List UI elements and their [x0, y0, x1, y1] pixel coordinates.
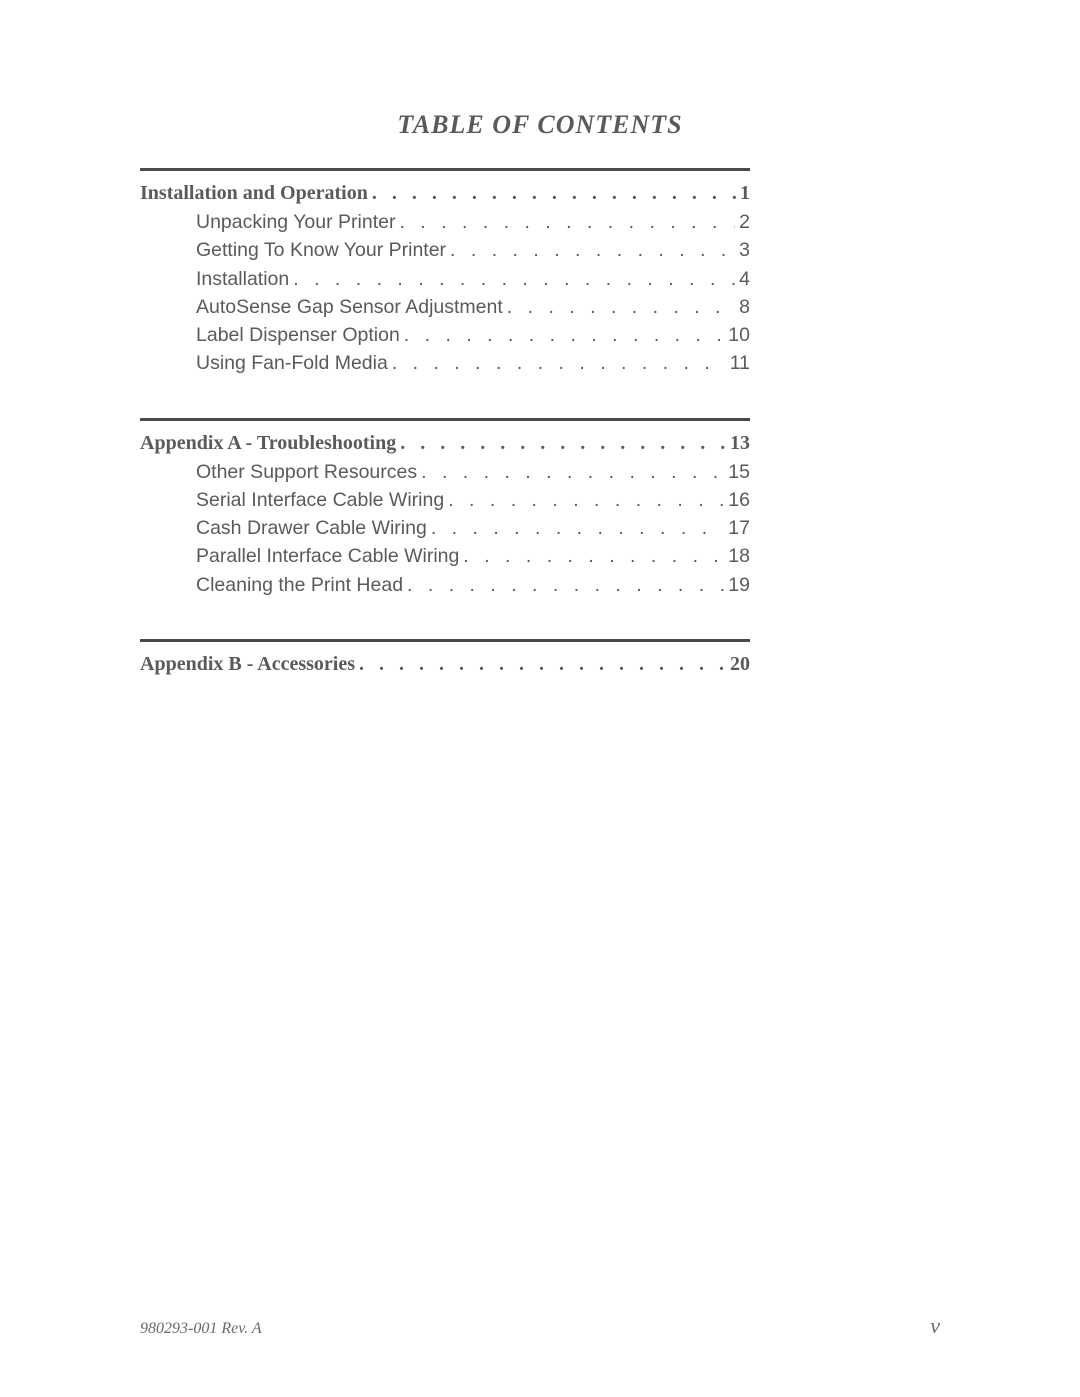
toc-dots: . . . . . . . . . . . . . . . . . . . . …	[503, 293, 735, 321]
footer-page-number: v	[930, 1313, 940, 1339]
toc-sub-row: Cleaning the Print Head . . . . . . . . …	[140, 571, 750, 599]
toc-dots: . . . . . . . . . . . . . . . . . . . . …	[388, 349, 726, 377]
toc-heading-label: Appendix B - Accessories	[140, 650, 355, 679]
toc-sub-row: Label Dispenser Option . . . . . . . . .…	[140, 321, 750, 349]
toc-sub-label: Installation	[196, 265, 289, 293]
toc-content: Installation and Operation . . . . . . .…	[140, 168, 750, 679]
toc-sub-label: Cash Drawer Cable Wiring	[196, 514, 427, 542]
toc-sub-row: Other Support Resources . . . . . . . . …	[140, 458, 750, 486]
toc-sub-page: 2	[735, 208, 750, 236]
toc-sub-page: 4	[735, 265, 750, 293]
toc-dots: . . . . . . . . . . . . . . . . . . . . …	[417, 458, 724, 486]
toc-sub-label: Other Support Resources	[196, 458, 417, 486]
toc-dots: . . . . . . . . . . . . . . . . . . . . …	[289, 265, 735, 293]
toc-sub-label: Parallel Interface Cable Wiring	[196, 542, 459, 570]
footer-doc-id: 980293-001 Rev. A	[140, 1320, 262, 1338]
toc-sub-label: Serial Interface Cable Wiring	[196, 486, 444, 514]
toc-sub-page: 3	[735, 236, 750, 264]
toc-sub-row: Getting To Know Your Printer . . . . . .…	[140, 236, 750, 264]
toc-dots: . . . . . . . . . . . . . . . . . . . . …	[355, 650, 726, 679]
toc-dots: . . . . . . . . . . . . . . . . . . . . …	[400, 321, 725, 349]
toc-sub-label: Unpacking Your Printer	[196, 208, 395, 236]
toc-sub-page: 10	[724, 321, 750, 349]
toc-sub-row: Parallel Interface Cable Wiring . . . . …	[140, 542, 750, 570]
toc-dots: . . . . . . . . . . . . . . . . . . . . …	[444, 486, 724, 514]
page-container: TABLE OF CONTENTS Installation and Opera…	[0, 0, 1080, 679]
toc-heading-page: 1	[736, 179, 750, 208]
toc-sub-row: Cash Drawer Cable Wiring . . . . . . . .…	[140, 514, 750, 542]
toc-dots: . . . . . . . . . . . . . . . . . . . . …	[459, 542, 724, 570]
toc-heading-row: Appendix A - Troubleshooting . . . . . .…	[140, 429, 750, 458]
toc-dots: . . . . . . . . . . . . . . . . . . . . …	[368, 179, 736, 208]
toc-sub-label: Label Dispenser Option	[196, 321, 400, 349]
toc-dots: . . . . . . . . . . . . . . . . . . . . …	[396, 429, 726, 458]
toc-sub-label: AutoSense Gap Sensor Adjustment	[196, 293, 503, 321]
toc-sub-page: 19	[724, 571, 750, 599]
section-divider	[140, 168, 750, 171]
toc-heading-label: Installation and Operation	[140, 179, 368, 208]
toc-section: Appendix B - Accessories . . . . . . . .…	[140, 639, 750, 679]
toc-heading-label: Appendix A - Troubleshooting	[140, 429, 396, 458]
toc-heading-row: Installation and Operation . . . . . . .…	[140, 179, 750, 208]
toc-dots: . . . . . . . . . . . . . . . . . . . . …	[427, 514, 724, 542]
toc-sub-label: Cleaning the Print Head	[196, 571, 403, 599]
section-divider	[140, 418, 750, 421]
toc-heading-page: 13	[726, 429, 750, 458]
toc-sub-page: 15	[724, 458, 750, 486]
toc-sub-page: 11	[726, 349, 750, 377]
toc-sub-row: Installation . . . . . . . . . . . . . .…	[140, 265, 750, 293]
toc-sub-page: 16	[724, 486, 750, 514]
page-title: TABLE OF CONTENTS	[140, 110, 940, 140]
toc-dots: . . . . . . . . . . . . . . . . . . . . …	[395, 208, 735, 236]
toc-dots: . . . . . . . . . . . . . . . . . . . . …	[403, 571, 724, 599]
page-footer: 980293-001 Rev. A v	[140, 1313, 940, 1339]
toc-sub-row: Using Fan-Fold Media . . . . . . . . . .…	[140, 349, 750, 377]
toc-sub-page: 8	[735, 293, 750, 321]
toc-section: Installation and Operation . . . . . . .…	[140, 168, 750, 378]
toc-sub-row: Unpacking Your Printer . . . . . . . . .…	[140, 208, 750, 236]
toc-sub-row: Serial Interface Cable Wiring . . . . . …	[140, 486, 750, 514]
toc-heading-row: Appendix B - Accessories . . . . . . . .…	[140, 650, 750, 679]
toc-heading-page: 20	[726, 650, 750, 679]
toc-sub-label: Using Fan-Fold Media	[196, 349, 388, 377]
toc-dots: . . . . . . . . . . . . . . . . . . . . …	[446, 236, 735, 264]
section-divider	[140, 639, 750, 642]
toc-sub-row: AutoSense Gap Sensor Adjustment . . . . …	[140, 293, 750, 321]
toc-sub-label: Getting To Know Your Printer	[196, 236, 446, 264]
toc-sub-page: 17	[724, 514, 750, 542]
toc-sub-page: 18	[724, 542, 750, 570]
toc-section: Appendix A - Troubleshooting . . . . . .…	[140, 418, 750, 599]
